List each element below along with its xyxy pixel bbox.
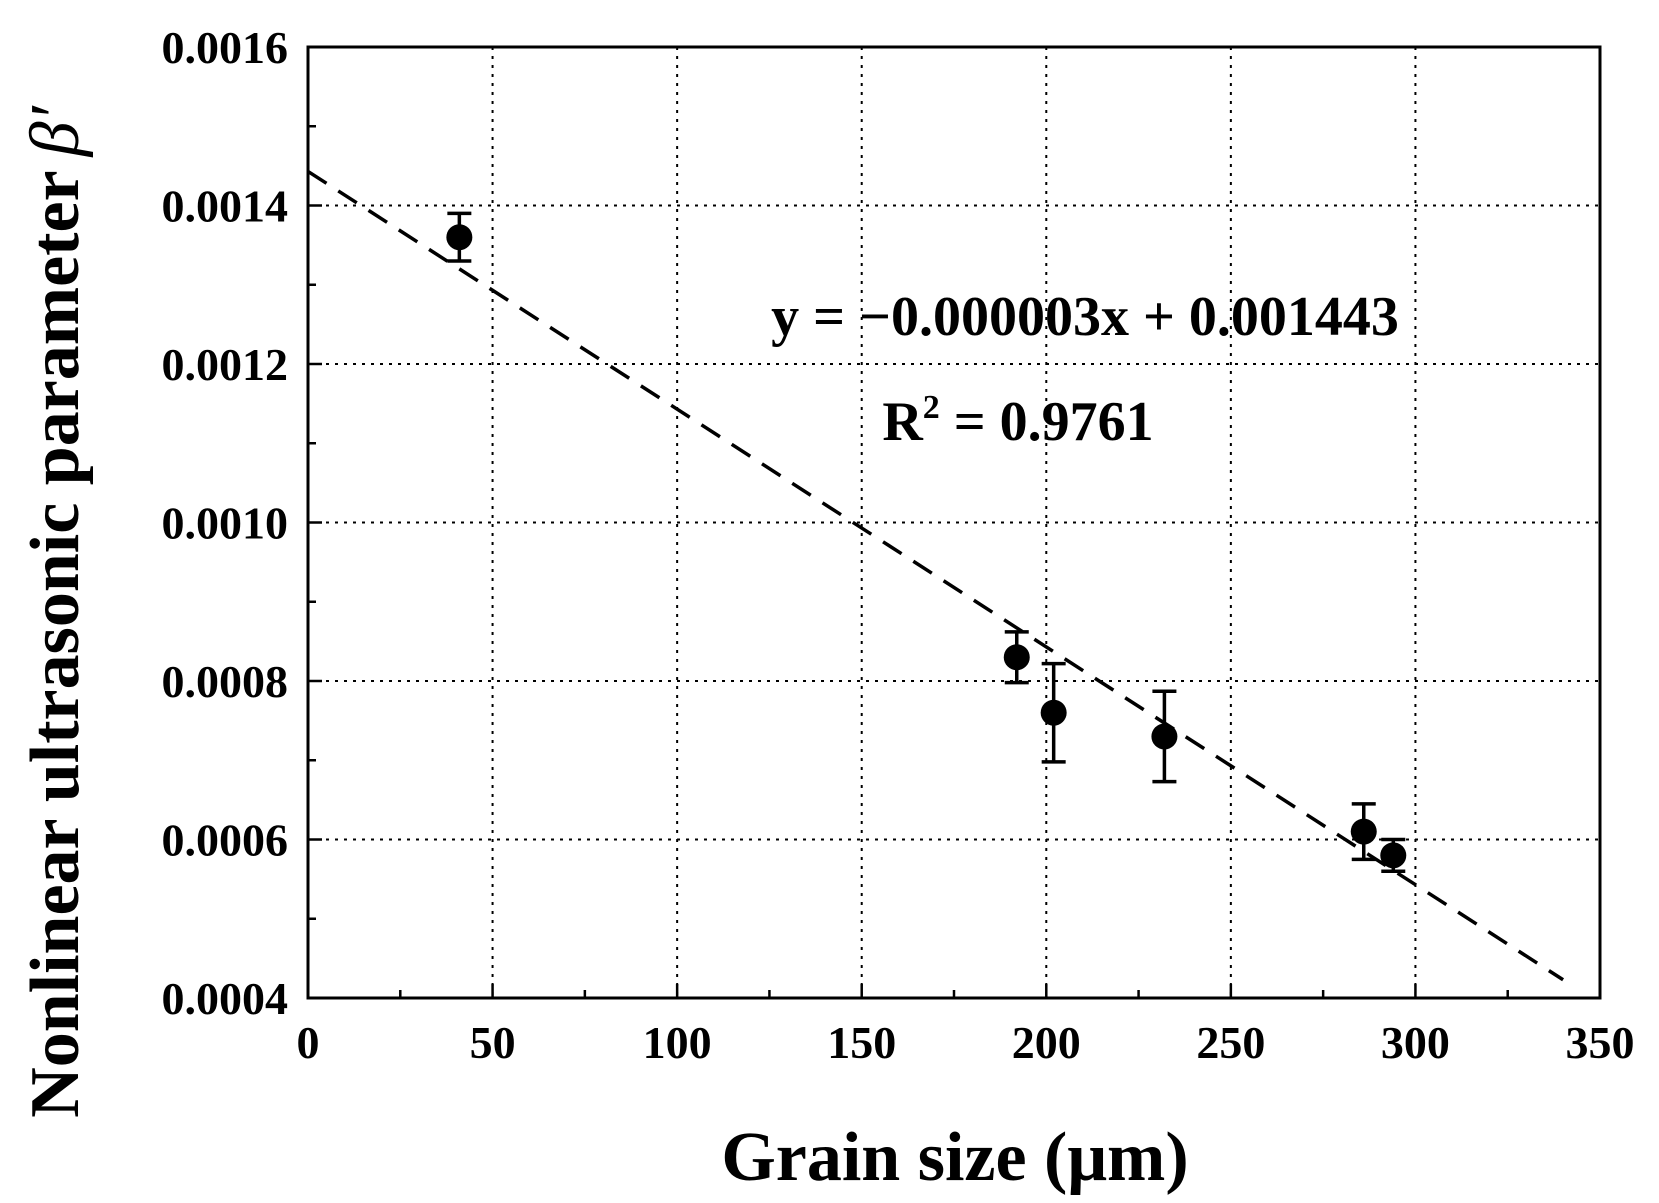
data-point [446, 224, 473, 251]
x-tick-label: 100 [643, 1017, 712, 1068]
r-squared-exponent: 2 [923, 389, 940, 426]
y-axis-title-text: Nonlinear ultrasonic parameter [17, 170, 94, 1117]
data-point [1380, 842, 1407, 869]
y-tick-label: 0.0006 [162, 815, 289, 866]
r-squared-base: R [882, 391, 923, 453]
fit-line-layer [307, 169, 1565, 982]
y-tick-label: 0.0014 [162, 181, 289, 232]
fit-equation: y = −0.000003x + 0.001443 [771, 286, 1399, 348]
x-tick-label: 250 [1196, 1017, 1265, 1068]
y-tick-label: 0.0016 [162, 22, 289, 73]
r-squared-value: = 0.9761 [940, 391, 1154, 453]
data-point [1040, 699, 1067, 726]
data-point [1151, 723, 1178, 750]
y-axis-title: Nonlinear ultrasonic parameter β′ [17, 104, 94, 1117]
x-tick-label: 350 [1566, 1017, 1635, 1068]
x-tick-label: 150 [827, 1017, 896, 1068]
x-tick-label: 300 [1381, 1017, 1450, 1068]
fit-line [307, 169, 1565, 982]
y-tick-label: 0.0008 [162, 656, 289, 707]
x-tick-label: 50 [470, 1017, 516, 1068]
y-tick-label: 0.0004 [162, 973, 289, 1024]
plot-frame [306, 45, 1602, 1000]
x-tick-label: 0 [297, 1017, 320, 1068]
tick-labels: 0 50 100 150 200 250 300 350 0.0004 0.0006 0.0008 0… [162, 22, 1635, 1068]
data-points [446, 211, 1407, 873]
data-point [1350, 818, 1377, 845]
x-tick-label: 200 [1012, 1017, 1081, 1068]
x-axis-title: Grain size (μm) [721, 1119, 1188, 1196]
r-squared: R2 = 0.9761 [882, 389, 1153, 453]
grid-lines [308, 47, 1600, 998]
data-point [1003, 644, 1030, 671]
y-tick-label: 0.0010 [162, 498, 289, 549]
y-axis-title-symbol: β′ [17, 104, 94, 158]
y-tick-label: 0.0012 [162, 339, 289, 390]
